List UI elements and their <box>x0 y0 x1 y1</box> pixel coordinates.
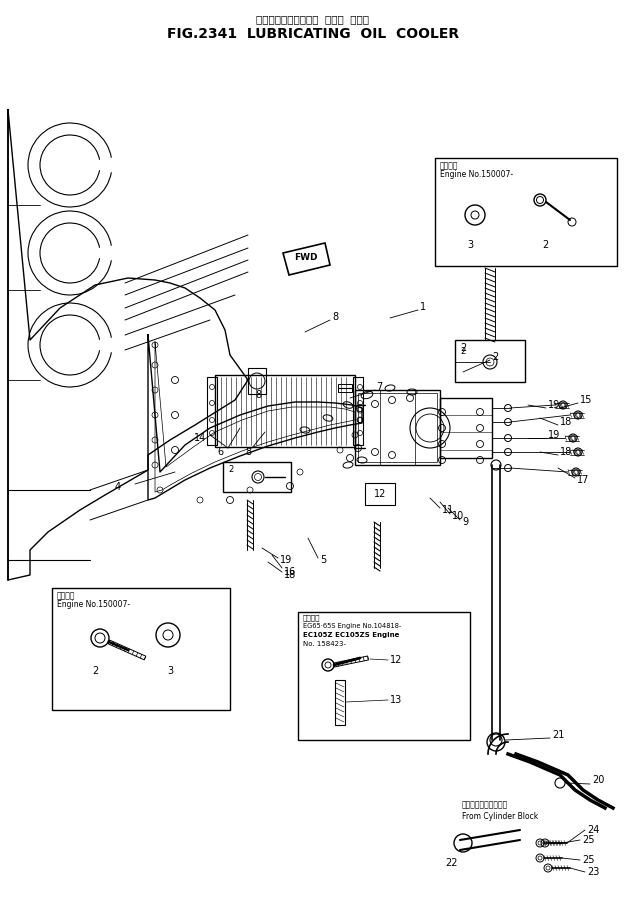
Text: 8: 8 <box>245 447 251 457</box>
Bar <box>52 588 230 710</box>
Text: 8: 8 <box>255 390 261 400</box>
Text: 13: 13 <box>390 695 403 705</box>
Text: 3: 3 <box>167 666 173 676</box>
Text: ルーブリケーティング  オイル  クーラ: ルーブリケーティング オイル クーラ <box>257 14 369 24</box>
Text: 2: 2 <box>460 347 465 356</box>
Text: 適用番号: 適用番号 <box>303 614 321 620</box>
Text: 19: 19 <box>548 430 560 440</box>
Text: 24: 24 <box>587 825 599 835</box>
Bar <box>338 384 352 392</box>
Text: 3: 3 <box>467 240 473 250</box>
Bar <box>223 462 291 492</box>
Bar <box>455 340 525 382</box>
Text: 20: 20 <box>592 775 604 785</box>
Text: EC105Z EC105ZS Engine: EC105Z EC105ZS Engine <box>303 632 399 638</box>
Text: From Cylinder Block: From Cylinder Block <box>462 812 538 821</box>
Bar <box>353 377 363 445</box>
Text: 19: 19 <box>280 555 292 565</box>
Text: 18: 18 <box>560 417 572 427</box>
Text: 11: 11 <box>442 505 454 515</box>
Bar <box>355 390 440 465</box>
Text: 21: 21 <box>552 730 565 740</box>
Text: 7: 7 <box>376 382 382 392</box>
Text: 9: 9 <box>462 517 468 527</box>
Text: 12: 12 <box>374 489 386 499</box>
Bar <box>435 158 617 266</box>
Text: 6: 6 <box>217 447 223 457</box>
Text: 16: 16 <box>284 567 296 577</box>
Bar <box>298 612 470 740</box>
Text: FWD: FWD <box>294 253 318 262</box>
Bar <box>358 393 437 462</box>
Text: シリンダブロックから: シリンダブロックから <box>462 800 508 809</box>
Text: 17: 17 <box>577 475 589 485</box>
Text: 18: 18 <box>560 447 572 457</box>
Text: 19: 19 <box>548 400 560 410</box>
Text: 25: 25 <box>582 855 595 865</box>
Text: 12: 12 <box>390 655 403 665</box>
Bar <box>440 398 492 458</box>
Text: 23: 23 <box>587 867 599 877</box>
Text: 1: 1 <box>420 302 426 312</box>
Bar <box>335 680 345 725</box>
Text: 22: 22 <box>446 858 458 868</box>
Text: 2: 2 <box>92 666 98 676</box>
Bar <box>248 368 266 394</box>
Text: 8: 8 <box>332 312 338 322</box>
Text: 10: 10 <box>452 511 464 521</box>
Bar <box>365 483 395 505</box>
Bar <box>215 375 355 447</box>
Text: Engine No.150007-: Engine No.150007- <box>57 600 130 609</box>
Text: EG65·65S Engine No.104818-: EG65·65S Engine No.104818- <box>303 623 401 629</box>
Bar <box>207 377 217 445</box>
Text: 4: 4 <box>115 482 121 492</box>
Text: FIG.2341  LUBRICATING  OIL  COOLER: FIG.2341 LUBRICATING OIL COOLER <box>167 27 459 41</box>
Text: 5: 5 <box>320 555 326 565</box>
Text: 2: 2 <box>542 240 548 250</box>
Text: 2: 2 <box>228 465 233 474</box>
Text: 18: 18 <box>284 570 296 580</box>
Text: Engine No.150007-: Engine No.150007- <box>440 170 513 179</box>
Text: No. 158423-: No. 158423- <box>303 641 346 647</box>
Text: 適用番号: 適用番号 <box>57 591 76 600</box>
Text: 2: 2 <box>460 343 466 353</box>
Text: 2: 2 <box>492 352 498 362</box>
Text: 14: 14 <box>194 433 206 443</box>
Text: 25: 25 <box>582 835 595 845</box>
Text: 15: 15 <box>580 395 592 405</box>
Text: 適用番号: 適用番号 <box>440 161 458 170</box>
